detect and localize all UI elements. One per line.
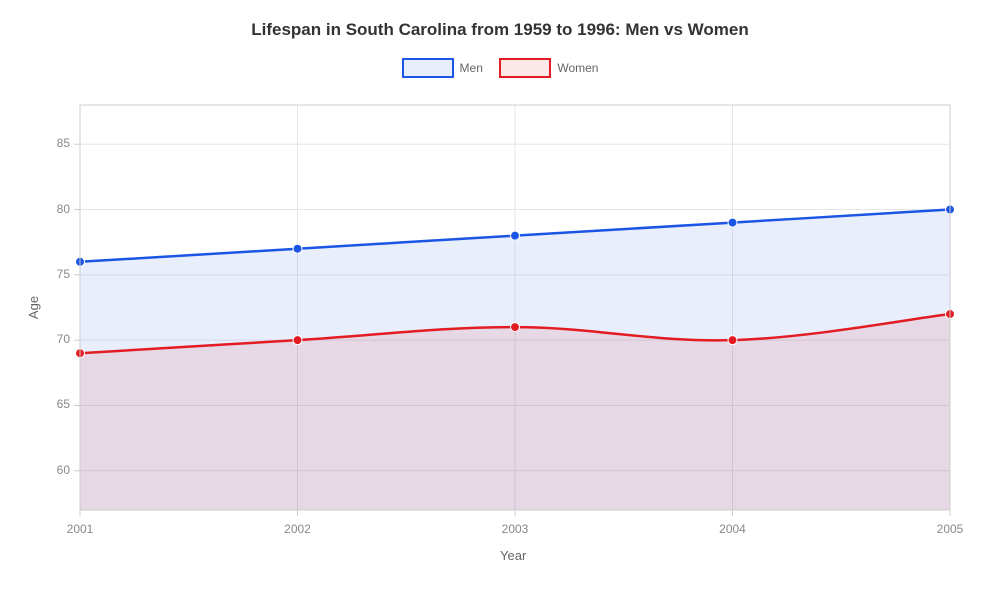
- x-axis-title: Year: [500, 548, 526, 563]
- y-tick-label: 70: [57, 332, 70, 346]
- x-tick-label: 2001: [60, 522, 100, 536]
- marker-series-1-point-3[interactable]: [728, 336, 737, 345]
- chart-container: Lifespan in South Carolina from 1959 to …: [0, 0, 1000, 600]
- marker-series-0-point-1[interactable]: [293, 244, 302, 253]
- y-tick-label: 60: [57, 463, 70, 477]
- x-tick-label: 2005: [930, 522, 970, 536]
- plot-svg: [0, 0, 1000, 600]
- marker-series-0-point-3[interactable]: [728, 218, 737, 227]
- y-tick-label: 65: [57, 397, 70, 411]
- x-tick-label: 2004: [713, 522, 753, 536]
- x-tick-label: 2003: [495, 522, 535, 536]
- marker-series-1-point-2[interactable]: [511, 323, 520, 332]
- marker-series-0-point-2[interactable]: [511, 231, 520, 240]
- x-tick-label: 2002: [278, 522, 318, 536]
- marker-series-1-point-1[interactable]: [293, 336, 302, 345]
- y-axis-title: Age: [26, 295, 41, 318]
- y-tick-label: 80: [57, 202, 70, 216]
- y-tick-label: 75: [57, 267, 70, 281]
- y-tick-label: 85: [57, 136, 70, 150]
